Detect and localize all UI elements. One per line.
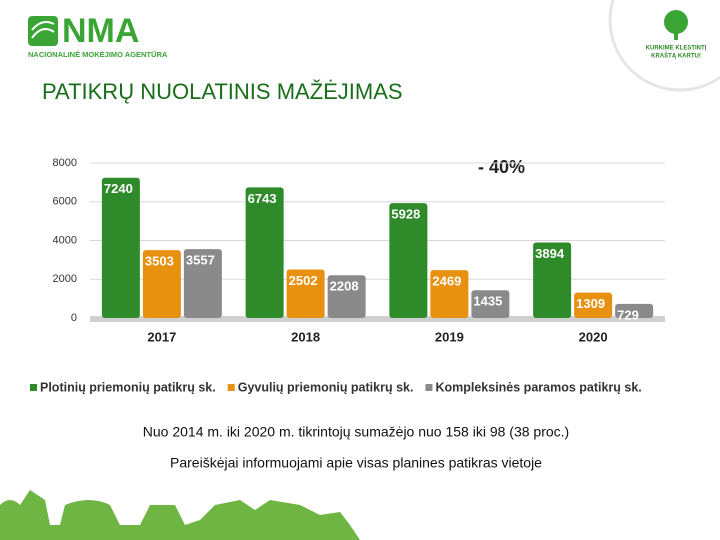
y-tick-label: 6000 [53,196,77,208]
bar [471,290,510,318]
bar [286,269,325,318]
badge-circle [608,0,720,92]
x-tick-label: 2020 [579,329,608,344]
value-label: 2208 [330,279,359,294]
bar [389,203,428,318]
legend-label: Gyvulių priemonių patikrų sk. [238,380,414,394]
bar [183,249,222,318]
bar [101,177,140,318]
bar [533,242,572,318]
note: Nuo 2014 m. iki 2020 m. tikrintojų sumaž… [143,424,569,440]
x-tick-label: 2019 [435,329,464,344]
badge-trunk [674,30,678,40]
legend-label: Kompleksinės paramos patikrų sk. [435,380,641,394]
floor [90,316,665,322]
value-label: 729 [617,307,639,322]
badge: KURKIME KLESTINTĮ KRAŠTĄ KARTU! [646,10,707,60]
y-tick-label: 8000 [53,157,77,169]
value-label: 1435 [473,294,502,309]
bar [615,303,654,318]
value-label: 3894 [535,246,565,261]
x-tick-label: 2018 [291,329,320,344]
logo-waves [31,21,55,39]
heading: PATIKRŲ NUOLATINIS MAŽĖJIMAS [42,79,403,104]
logo-subtitle: NACIONALINĖ MOKĖJIMO AGENTŪRA [28,50,168,59]
value-label: 3503 [145,254,174,269]
badge-text: KURKIME KLESTINTĮ [646,46,707,52]
bar [142,250,181,318]
animals-shape [0,490,360,540]
value-label: 6743 [248,191,277,206]
logo-text: NMA [62,12,139,50]
bar [327,275,366,318]
annotation: - 40% [478,157,525,177]
value-label: 3557 [186,253,215,268]
badge-tree [664,10,688,34]
legend-label: Plotinių priemonių patikrų sk. [40,380,216,394]
value-label: 1309 [576,296,605,311]
y-tick-label: 2000 [53,273,77,285]
value-label: 2469 [432,274,461,289]
bar [574,292,613,318]
value-label: 5928 [391,207,420,222]
value-label: 7240 [104,181,133,196]
y-tick-label: 4000 [53,234,77,246]
value-label: 2502 [289,273,318,288]
badge-text: KRAŠTĄ KARTU! [651,52,701,60]
y-tick-label: 0 [71,312,77,324]
note: Pareiškėjai informuojami apie visas plan… [170,455,542,471]
x-tick-label: 2017 [147,329,176,344]
legend-swatch [425,384,433,391]
bar [430,270,469,318]
bar [245,187,284,318]
footer-animals [0,490,360,540]
logo: NMA NACIONALINĖ MOKĖJIMO AGENTŪRA [28,12,168,59]
legend-swatch [227,384,235,391]
legend-swatch [30,384,37,391]
